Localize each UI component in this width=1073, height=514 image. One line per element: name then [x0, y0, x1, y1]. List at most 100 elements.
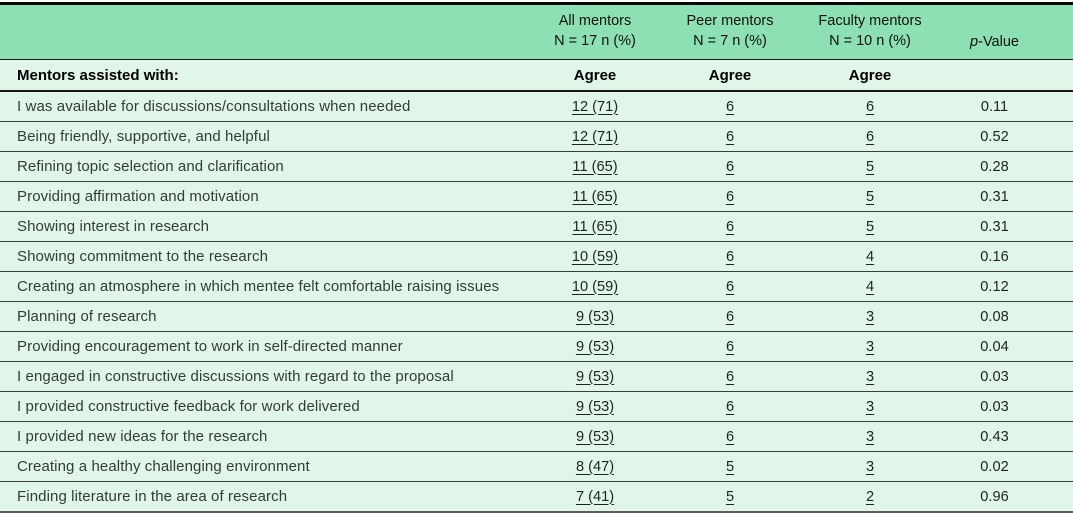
faculty-mentors-value: 5	[865, 218, 875, 235]
all-mentors-value-cell: 7 (41)	[540, 481, 650, 511]
all-mentors-value: 8 (47)	[575, 458, 615, 475]
peer-mentors-value-cell: 6	[650, 241, 810, 272]
peer-mentors-value-cell: 6	[650, 301, 810, 332]
faculty-mentors-value-cell: 3	[810, 331, 930, 362]
all-mentors-value-cell: 9 (53)	[540, 391, 650, 422]
row-label: Planning of research	[0, 301, 540, 332]
peer-mentors-value-cell: 6	[650, 331, 810, 362]
faculty-mentors-value: 5	[865, 188, 875, 205]
p-value-cell: 0.52	[930, 121, 1073, 152]
faculty-mentors-value: 3	[865, 368, 875, 385]
peer-mentors-value: 6	[725, 428, 735, 445]
faculty-mentors-value-cell: 3	[810, 421, 930, 452]
table-row: Providing affirmation and motivation 11 …	[0, 181, 1073, 212]
faculty-mentors-n: N = 10 n (%)	[829, 33, 911, 49]
faculty-mentors-value: 5	[865, 158, 875, 175]
p-value-cell: 0.04	[930, 331, 1073, 362]
mentor-assistance-table: All mentors N = 17 n (%) Peer mentors N …	[0, 5, 1073, 511]
peer-mentors-value-cell: 6	[650, 361, 810, 392]
peer-mentors-n: N = 7 n (%)	[693, 33, 767, 49]
faculty-mentors-value: 3	[865, 428, 875, 445]
row-label: Showing interest in research	[0, 211, 540, 242]
table-row: I engaged in constructive discussions wi…	[0, 361, 1073, 392]
peer-mentors-value: 6	[725, 338, 735, 355]
subheader-row: Mentors assisted with: Agree Agree Agree	[0, 59, 1073, 92]
row-label: I was available for discussions/consulta…	[0, 91, 540, 122]
row-label: Providing encouragement to work in self-…	[0, 331, 540, 362]
all-mentors-value: 12 (71)	[571, 98, 619, 115]
agree-subheader-empty	[930, 59, 1073, 92]
p-value-cell: 0.03	[930, 361, 1073, 392]
peer-mentors-value: 6	[725, 308, 735, 325]
peer-mentors-value: 6	[725, 398, 735, 415]
faculty-mentors-value: 4	[865, 248, 875, 265]
all-mentors-value: 7 (41)	[575, 488, 615, 505]
peer-mentors-value: 6	[725, 158, 735, 175]
faculty-mentors-value-cell: 6	[810, 121, 930, 152]
faculty-mentors-value: 4	[865, 278, 875, 295]
p-value-italic-p: p	[970, 34, 979, 50]
p-value-column-header: p-Value	[930, 5, 1073, 60]
faculty-mentors-value-cell: 2	[810, 481, 930, 511]
peer-mentors-title: Peer mentors	[686, 13, 774, 29]
agree-subheader-peer: Agree	[650, 59, 810, 92]
all-mentors-value-cell: 10 (59)	[540, 271, 650, 302]
p-value-cell: 0.43	[930, 421, 1073, 452]
table-header: All mentors N = 17 n (%) Peer mentors N …	[0, 5, 1073, 92]
peer-mentors-value-cell: 6	[650, 421, 810, 452]
peer-mentors-value: 5	[725, 458, 735, 475]
peer-mentors-value: 6	[725, 278, 735, 295]
row-label: Being friendly, supportive, and helpful	[0, 121, 540, 152]
all-mentors-value-cell: 11 (65)	[540, 181, 650, 212]
table-row: Showing interest in research 11 (65) 6 5…	[0, 211, 1073, 242]
faculty-mentors-value-cell: 3	[810, 451, 930, 482]
p-value-cell: 0.96	[930, 481, 1073, 511]
peer-mentors-value-cell: 6	[650, 121, 810, 152]
faculty-mentors-value: 3	[865, 338, 875, 355]
all-mentors-value-cell: 12 (71)	[540, 91, 650, 122]
faculty-mentors-value: 3	[865, 458, 875, 475]
faculty-mentors-value-cell: 6	[810, 91, 930, 122]
peer-mentors-value-cell: 6	[650, 91, 810, 122]
all-mentors-value-cell: 9 (53)	[540, 301, 650, 332]
all-mentors-value: 9 (53)	[575, 398, 615, 415]
peer-mentors-column-header: Peer mentors N = 7 n (%)	[650, 5, 810, 60]
all-mentors-value: 12 (71)	[571, 128, 619, 145]
p-value-cell: 0.02	[930, 451, 1073, 482]
faculty-mentors-value-cell: 3	[810, 391, 930, 422]
faculty-mentors-value: 6	[865, 128, 875, 145]
p-value-cell: 0.31	[930, 211, 1073, 242]
all-mentors-value-cell: 8 (47)	[540, 451, 650, 482]
faculty-mentors-value-cell: 3	[810, 301, 930, 332]
faculty-mentors-title: Faculty mentors	[818, 13, 922, 29]
all-mentors-value: 9 (53)	[575, 338, 615, 355]
column-header-row: All mentors N = 17 n (%) Peer mentors N …	[0, 5, 1073, 60]
peer-mentors-value: 6	[725, 368, 735, 385]
all-mentors-value-cell: 10 (59)	[540, 241, 650, 272]
all-mentors-value: 11 (65)	[572, 158, 618, 175]
all-mentors-value: 10 (59)	[571, 248, 619, 265]
table-row: I provided new ideas for the research 9 …	[0, 421, 1073, 452]
all-mentors-value-cell: 9 (53)	[540, 361, 650, 392]
all-mentors-value-cell: 11 (65)	[540, 211, 650, 242]
row-label: Showing commitment to the research	[0, 241, 540, 272]
table-row: Providing encouragement to work in self-…	[0, 331, 1073, 362]
table-row: Creating a healthy challenging environme…	[0, 451, 1073, 482]
agree-subheader-all: Agree	[540, 59, 650, 92]
peer-mentors-value: 5	[725, 488, 735, 505]
peer-mentors-value-cell: 6	[650, 271, 810, 302]
p-value-cell: 0.08	[930, 301, 1073, 332]
row-label: Finding literature in the area of resear…	[0, 481, 540, 511]
all-mentors-value-cell: 11 (65)	[540, 151, 650, 182]
faculty-mentors-value-cell: 5	[810, 151, 930, 182]
table-row: I provided constructive feedback for wor…	[0, 391, 1073, 422]
table-row: I was available for discussions/consulta…	[0, 91, 1073, 122]
all-mentors-value: 11 (65)	[572, 218, 618, 235]
all-mentors-column-header: All mentors N = 17 n (%)	[540, 5, 650, 60]
p-value-cell: 0.03	[930, 391, 1073, 422]
all-mentors-title: All mentors	[558, 13, 632, 29]
faculty-mentors-value-cell: 4	[810, 241, 930, 272]
peer-mentors-value: 6	[725, 248, 735, 265]
faculty-mentors-column-header: Faculty mentors N = 10 n (%)	[810, 5, 930, 60]
